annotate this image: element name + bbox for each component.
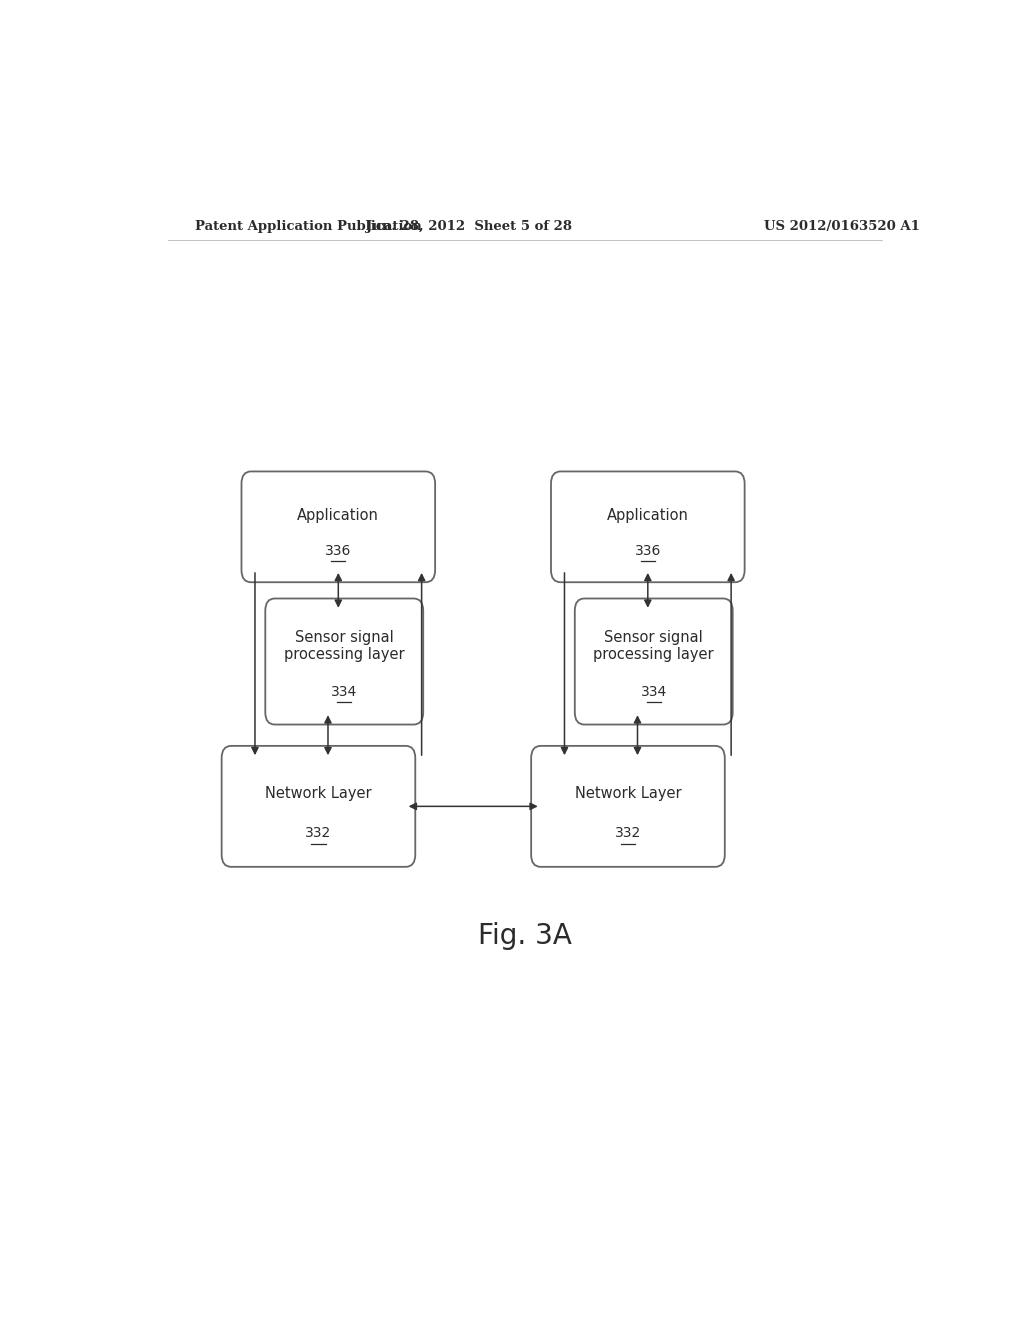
Text: Sensor signal
processing layer: Sensor signal processing layer — [284, 630, 404, 663]
FancyBboxPatch shape — [242, 471, 435, 582]
Text: Network Layer: Network Layer — [265, 787, 372, 801]
Text: 336: 336 — [325, 544, 351, 558]
Text: 332: 332 — [614, 826, 641, 841]
Text: Network Layer: Network Layer — [574, 787, 681, 801]
Text: 334: 334 — [331, 685, 357, 700]
FancyBboxPatch shape — [574, 598, 733, 725]
FancyBboxPatch shape — [265, 598, 423, 725]
Text: 334: 334 — [641, 685, 667, 700]
Text: Sensor signal
processing layer: Sensor signal processing layer — [594, 630, 714, 663]
FancyBboxPatch shape — [551, 471, 744, 582]
Text: Fig. 3A: Fig. 3A — [478, 921, 571, 950]
FancyBboxPatch shape — [531, 746, 725, 867]
Text: 336: 336 — [635, 544, 662, 558]
Text: Application: Application — [607, 508, 689, 523]
FancyBboxPatch shape — [221, 746, 416, 867]
Text: 332: 332 — [305, 826, 332, 841]
Text: Jun. 28, 2012  Sheet 5 of 28: Jun. 28, 2012 Sheet 5 of 28 — [367, 220, 572, 234]
Text: US 2012/0163520 A1: US 2012/0163520 A1 — [764, 220, 921, 234]
Text: Patent Application Publication: Patent Application Publication — [196, 220, 422, 234]
Text: Application: Application — [297, 508, 379, 523]
